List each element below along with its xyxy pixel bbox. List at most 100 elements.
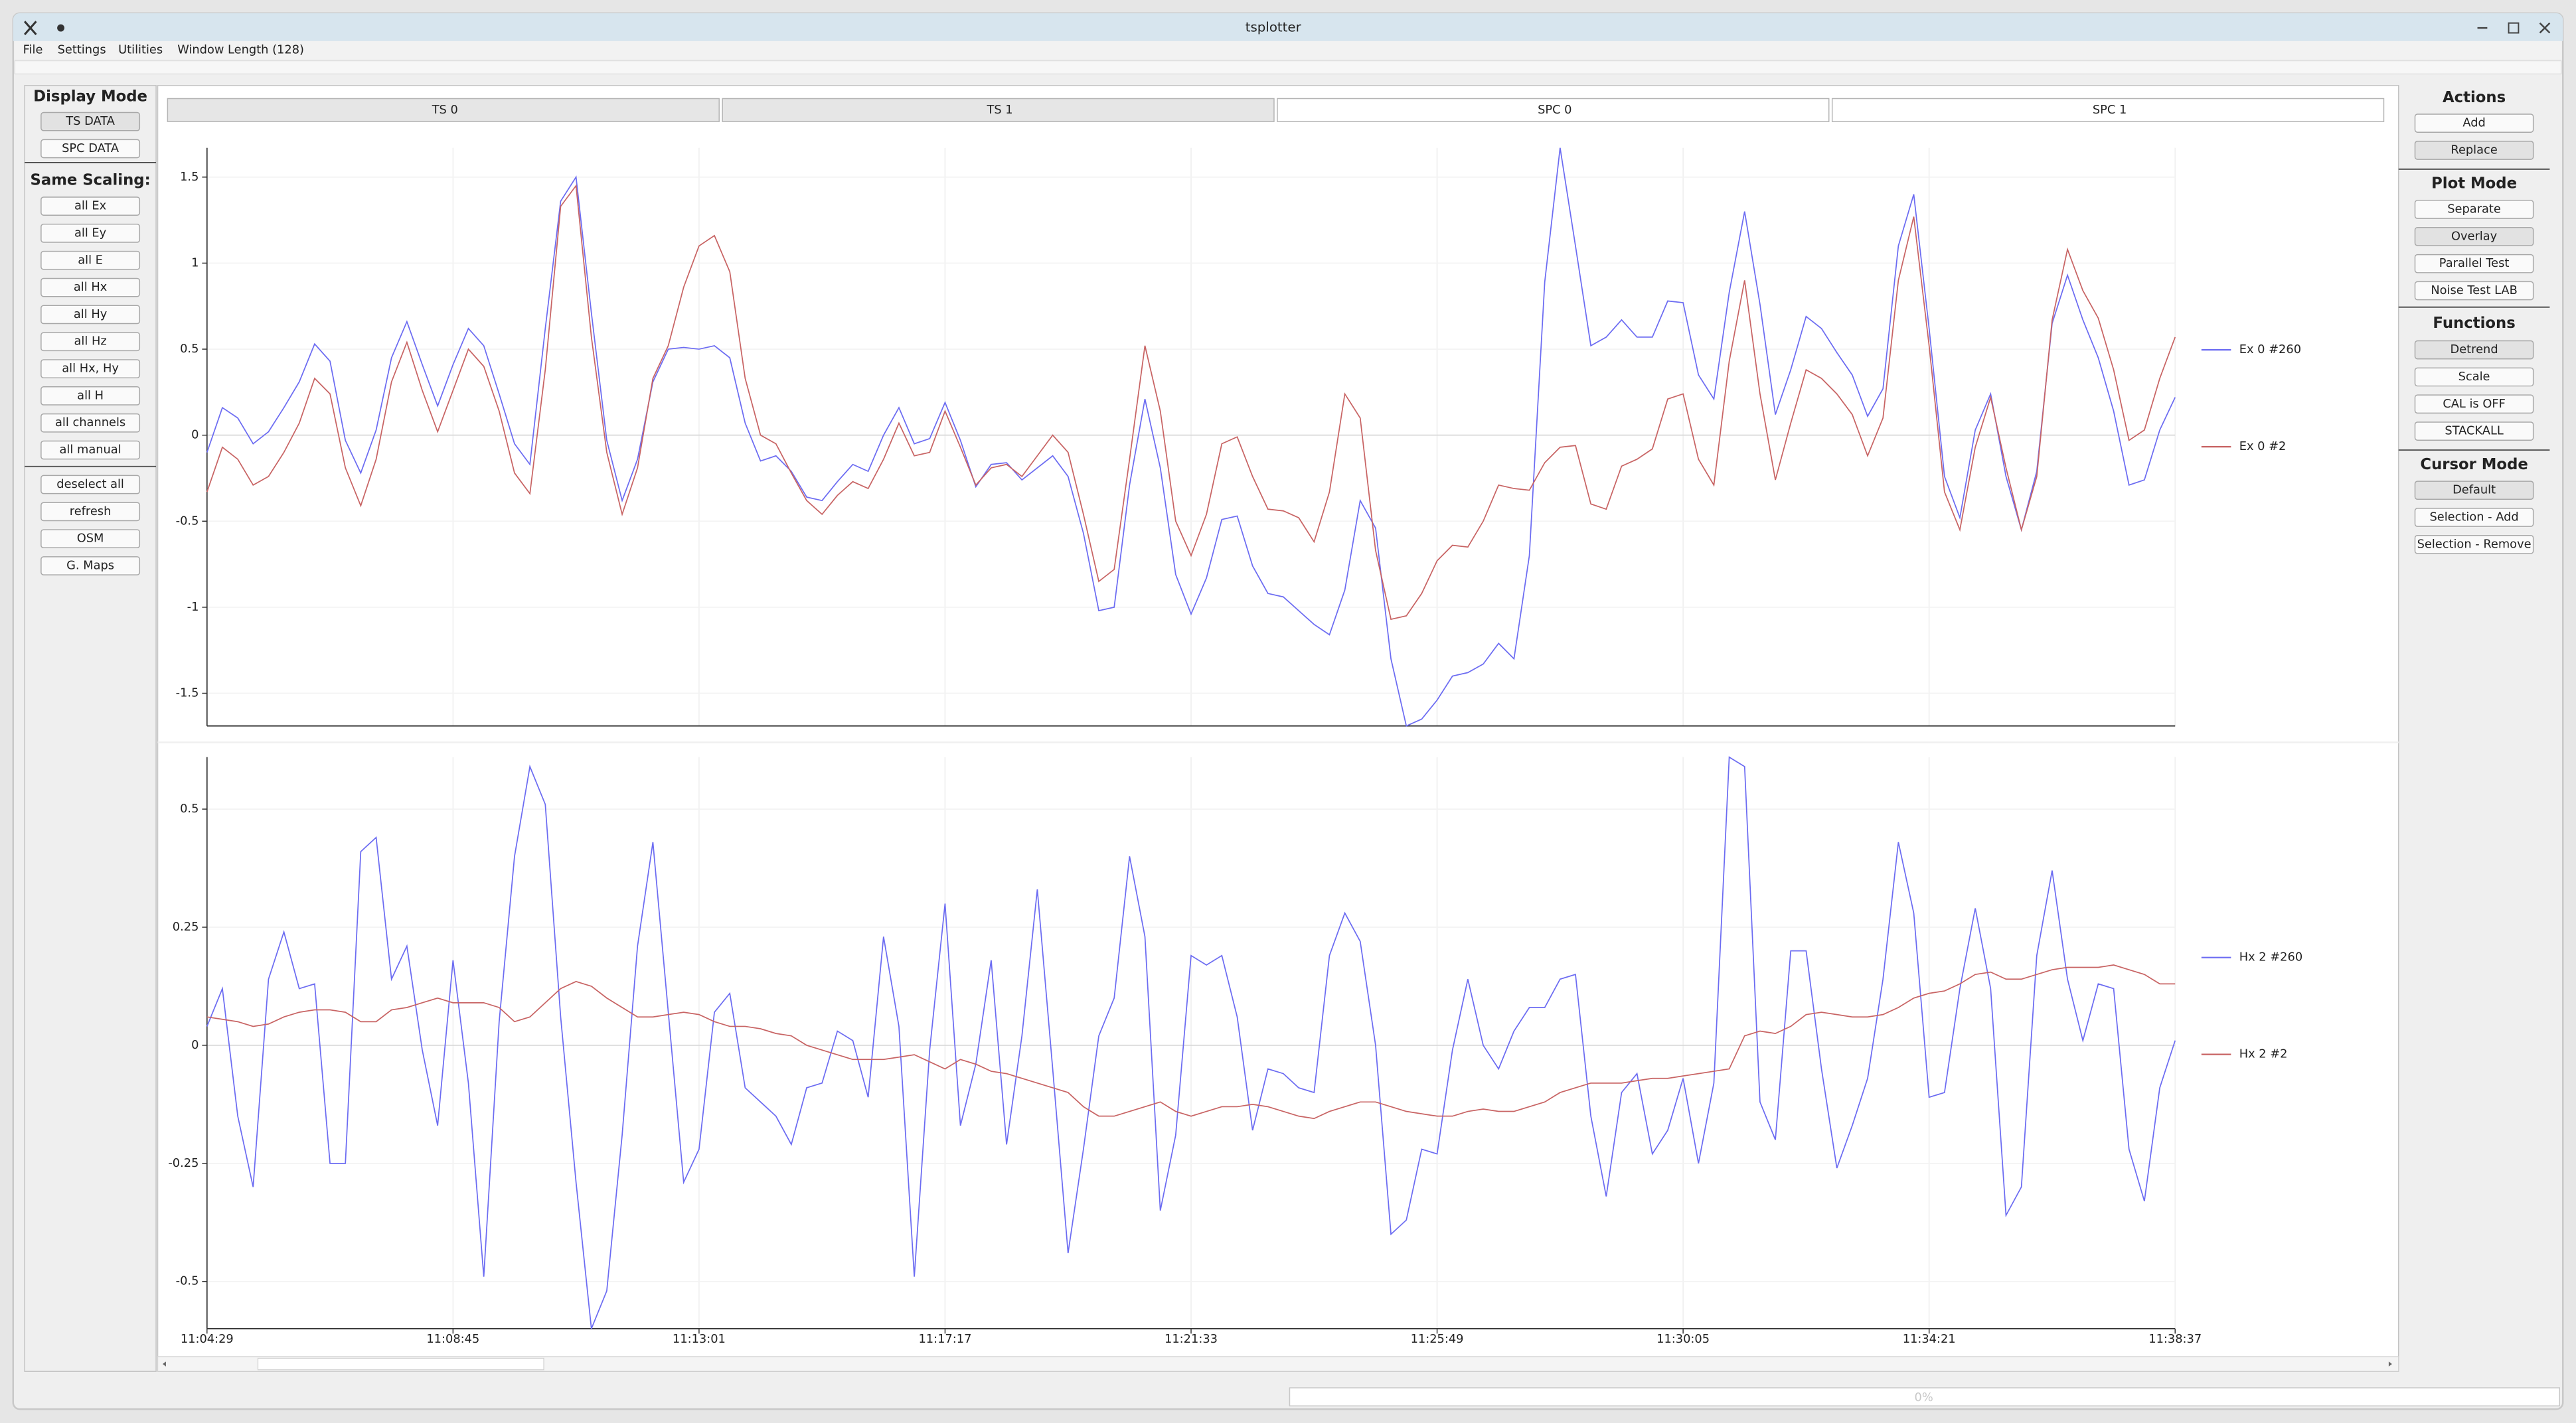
button[interactable] [40,277,141,297]
button-label[interactable]: all manual [60,443,121,457]
button[interactable] [40,556,141,575]
x-tick-label: 11:30:05 [1656,1332,1710,1346]
button-label[interactable]: all Hy [74,307,107,321]
series-line [206,147,2176,727]
button-label[interactable]: G. Maps [66,559,114,573]
y-tick-label: 0 [191,1038,199,1052]
button[interactable] [40,502,141,522]
button-label[interactable]: Add [2462,116,2485,130]
button-label[interactable]: all Ex [74,199,106,213]
button[interactable] [40,112,141,131]
button-label[interactable]: deselect all [56,477,124,491]
button-label[interactable]: refresh [70,504,112,518]
title-bar [13,13,2563,41]
tab-label[interactable]: TS 1 [986,103,1012,117]
button[interactable] [2414,340,2534,360]
button[interactable] [40,529,141,549]
y-tick-label: 1 [191,256,199,269]
button[interactable] [40,305,141,325]
button[interactable] [2414,200,2534,219]
button[interactable] [40,413,141,433]
section-title: Functions [2433,315,2515,332]
button-label[interactable]: all Hz [74,335,107,348]
button-label[interactable]: Separate [2447,202,2501,216]
button-label[interactable]: Parallel Test [2439,256,2510,270]
button[interactable] [40,440,141,460]
menu-item[interactable]: Utilities [118,43,163,57]
button-label[interactable]: all E [78,253,103,267]
button[interactable] [2414,508,2534,527]
button[interactable] [40,386,141,406]
button-label[interactable]: Selection - Remove [2417,537,2532,551]
x-tick-label: 11:08:45 [426,1332,479,1346]
button[interactable] [2414,481,2534,500]
y-tick-label: -1 [187,600,199,614]
y-tick-label: 0 [191,428,199,442]
button[interactable] [2414,227,2534,246]
menu-bar [15,40,2561,60]
y-tick-label: -0.5 [176,1274,199,1288]
x-tick-label: 11:21:33 [1165,1332,1218,1346]
button[interactable] [2414,113,2534,133]
tab-label[interactable]: SPC 1 [2093,103,2127,117]
button[interactable] [2414,421,2534,441]
button[interactable] [40,359,141,378]
tab[interactable] [1277,98,1830,122]
button[interactable] [2414,281,2534,301]
section-title: Actions [2443,89,2506,106]
scrollbar-thumb[interactable] [257,1357,544,1371]
button-label[interactable]: Selection - Add [2429,510,2518,524]
tab-label[interactable]: SPC 0 [1538,103,1571,117]
x-tick-label: 11:25:49 [1411,1332,1464,1346]
toolbar [14,60,2562,75]
button-label[interactable]: Scale [2458,370,2490,384]
button-label[interactable]: all H [77,388,104,402]
button[interactable] [40,475,141,494]
legend-label: Ex 0 #260 [2239,342,2301,356]
button-label[interactable]: OSM [77,532,104,546]
button[interactable] [2414,141,2534,160]
button-label[interactable]: Overlay [2451,229,2497,243]
button[interactable] [40,332,141,352]
menu-item[interactable]: Settings [58,43,106,57]
button-label[interactable]: Noise Test LAB [2431,283,2517,297]
button-label[interactable]: all Hx, Hy [62,362,119,376]
tab[interactable] [722,98,1275,122]
series-line [206,184,2176,621]
button-label[interactable]: Default [2453,483,2496,497]
button-label[interactable]: SPC DATA [62,141,120,155]
button-label[interactable]: all Ey [74,226,106,240]
button[interactable] [40,250,141,270]
button[interactable] [2414,254,2534,273]
progress-bar [1289,1387,2560,1406]
x-tick-label: 11:38:37 [2148,1332,2202,1346]
button[interactable] [40,224,141,243]
tab[interactable] [1831,98,2385,122]
menu-item[interactable]: Window Length (128) [177,43,304,57]
button-label[interactable]: all Hx [74,280,107,294]
button[interactable] [40,139,141,159]
close-button[interactable] [2539,22,2551,34]
button[interactable] [2414,534,2534,554]
button-label[interactable]: STACKALL [2445,424,2504,438]
restore-button[interactable] [2508,22,2520,34]
tab[interactable] [167,98,720,122]
app-icon [24,21,37,35]
button-label[interactable]: all channels [55,415,125,429]
menu-item[interactable]: File [23,43,43,57]
progress-label: 0% [1915,1390,1933,1404]
button[interactable] [2414,367,2534,387]
button[interactable] [40,196,141,216]
x-tick-label: 11:13:01 [673,1332,726,1346]
y-tick-label: -0.25 [168,1156,199,1170]
legend-label: Hx 2 #260 [2239,950,2302,964]
button[interactable] [2414,394,2534,414]
tab-label[interactable]: TS 0 [432,103,458,117]
button-label[interactable]: CAL is OFF [2443,397,2506,411]
button-label[interactable]: Replace [2451,143,2497,157]
button-label[interactable]: Detrend [2451,342,2498,356]
legend-label: Ex 0 #2 [2239,439,2287,453]
button-label[interactable]: TS DATA [65,114,115,128]
scrollbar[interactable] [157,1356,2399,1372]
